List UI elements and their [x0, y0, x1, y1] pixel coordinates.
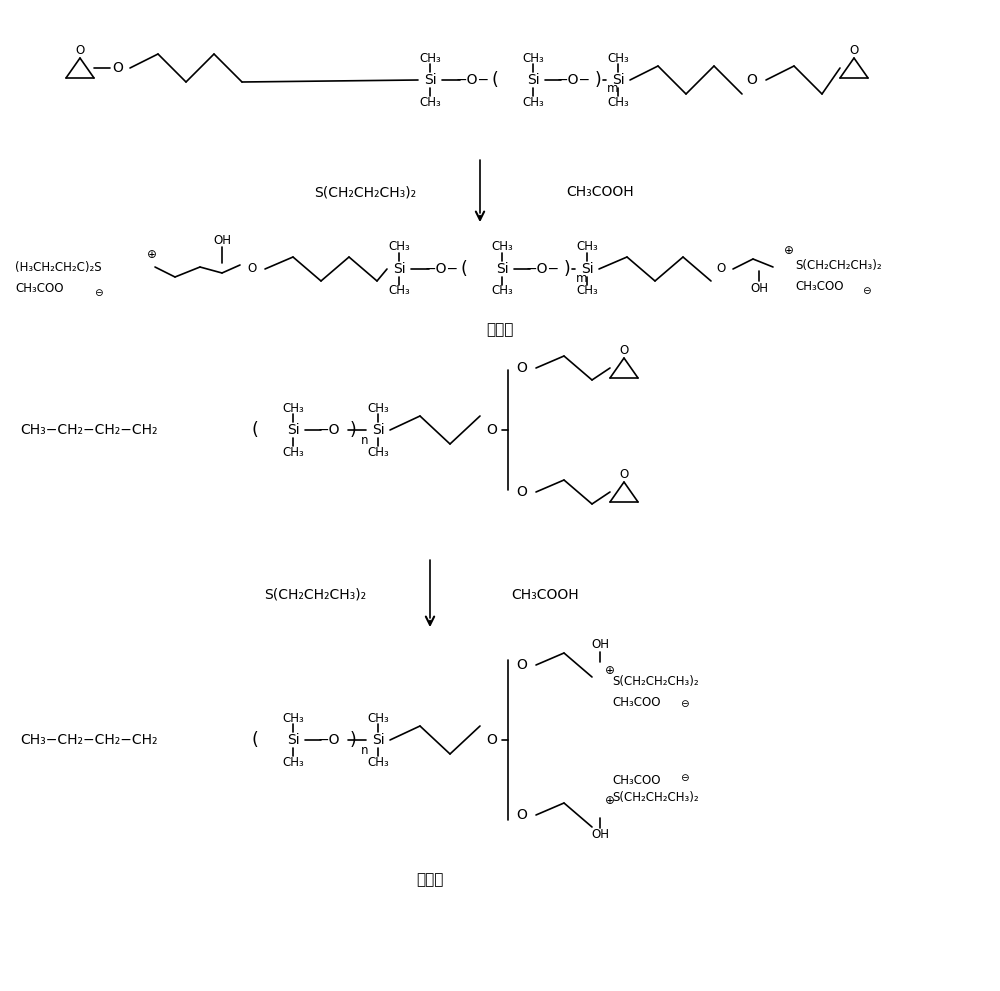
Text: O: O [619, 468, 629, 481]
Text: OH: OH [750, 282, 768, 295]
Text: CH₃COO: CH₃COO [612, 696, 660, 709]
Text: S(CH₂CH₂CH₃)₂: S(CH₂CH₂CH₃)₂ [264, 588, 366, 602]
Text: −O−: −O− [425, 262, 459, 276]
Text: ): ) [350, 421, 356, 439]
Text: CH₃COOH: CH₃COOH [566, 185, 634, 199]
Text: CH₃: CH₃ [607, 52, 629, 64]
Text: O: O [517, 658, 527, 672]
Text: CH₃: CH₃ [367, 755, 389, 768]
Text: ⊖: ⊖ [94, 288, 102, 298]
Text: CH₃: CH₃ [388, 284, 410, 297]
Text: CH₃: CH₃ [491, 284, 513, 297]
Text: OH: OH [591, 828, 609, 841]
Text: Si: Si [527, 73, 539, 87]
Text: CH₃: CH₃ [419, 52, 441, 64]
Text: O: O [517, 361, 527, 375]
Text: O: O [113, 61, 123, 75]
Text: S(CH₂CH₂CH₃)₂: S(CH₂CH₂CH₃)₂ [795, 259, 882, 272]
Text: (: ( [252, 421, 258, 439]
Text: Si: Si [287, 733, 299, 747]
Text: −O−: −O− [526, 262, 560, 276]
Text: ⊕: ⊕ [147, 249, 157, 262]
Text: O: O [747, 73, 757, 87]
Text: CH₃: CH₃ [282, 755, 304, 768]
Text: CH₃: CH₃ [522, 95, 544, 108]
Text: n: n [361, 433, 368, 447]
Text: Si: Si [372, 733, 384, 747]
Text: CH₃: CH₃ [367, 446, 389, 459]
Text: O: O [75, 44, 85, 56]
Text: O: O [619, 344, 629, 357]
Text: Si: Si [612, 73, 624, 87]
Text: CH₃: CH₃ [367, 401, 389, 414]
Text: CH₃: CH₃ [367, 712, 389, 724]
Text: −O−: −O− [456, 73, 490, 87]
Text: S(CH₂CH₂CH₃)₂: S(CH₂CH₂CH₃)₂ [612, 676, 699, 689]
Text: CH₃COOH: CH₃COOH [511, 588, 579, 602]
Text: CH₃: CH₃ [282, 401, 304, 414]
Text: CH₃: CH₃ [491, 241, 513, 254]
Text: CH₃COO: CH₃COO [612, 774, 660, 787]
Text: CH₃: CH₃ [522, 52, 544, 64]
Text: Si: Si [287, 423, 299, 437]
Text: Si: Si [424, 73, 436, 87]
Text: ⊖: ⊖ [862, 286, 870, 296]
Text: (: ( [492, 71, 498, 89]
Text: (H₃CH₂CH₂C)₂S: (H₃CH₂CH₂C)₂S [15, 261, 102, 274]
Text: (: ( [252, 731, 258, 749]
Text: Si: Si [581, 262, 593, 276]
Text: ⊕: ⊕ [784, 245, 794, 258]
Text: Si: Si [496, 262, 508, 276]
Text: O: O [849, 44, 859, 56]
Text: −O: −O [318, 733, 340, 747]
Text: ⊕: ⊕ [605, 664, 615, 677]
Text: ⊕: ⊕ [605, 794, 615, 807]
Text: CH₃−CH₂−CH₂−CH₂: CH₃−CH₂−CH₂−CH₂ [20, 733, 158, 747]
Text: O: O [517, 485, 527, 499]
Text: CH₃: CH₃ [282, 712, 304, 724]
Text: O: O [716, 263, 726, 275]
Text: Si: Si [372, 423, 384, 437]
Text: m: m [607, 82, 618, 95]
Text: CH₃: CH₃ [282, 446, 304, 459]
Text: CH₃: CH₃ [607, 95, 629, 108]
Text: ⊖: ⊖ [680, 773, 688, 783]
Text: CH₃: CH₃ [419, 95, 441, 108]
Text: CH₃: CH₃ [576, 284, 598, 297]
Text: −O−: −O− [557, 73, 591, 87]
Text: Si: Si [393, 262, 405, 276]
Text: ): ) [350, 731, 356, 749]
Text: n: n [361, 743, 368, 756]
Text: (: ( [461, 260, 467, 278]
Text: CH₃COO: CH₃COO [15, 282, 64, 295]
Text: ⊖: ⊖ [680, 699, 688, 709]
Text: ): ) [564, 260, 570, 278]
Text: CH₃COO: CH₃COO [795, 280, 844, 293]
Text: OH: OH [213, 234, 231, 247]
Text: CH₃: CH₃ [576, 241, 598, 254]
Text: S(CH₂CH₂CH₃)₂: S(CH₂CH₂CH₃)₂ [314, 185, 416, 199]
Text: O: O [487, 733, 497, 747]
Text: 双端型: 双端型 [486, 322, 514, 338]
Text: m: m [576, 272, 588, 284]
Text: CH₃: CH₃ [388, 241, 410, 254]
Text: 单端型: 单端型 [416, 872, 444, 888]
Text: O: O [487, 423, 497, 437]
Text: O: O [247, 263, 257, 275]
Text: O: O [517, 808, 527, 822]
Text: CH₃−CH₂−CH₂−CH₂: CH₃−CH₂−CH₂−CH₂ [20, 423, 158, 437]
Text: −O: −O [318, 423, 340, 437]
Text: S(CH₂CH₂CH₃)₂: S(CH₂CH₂CH₃)₂ [612, 792, 699, 805]
Text: OH: OH [591, 638, 609, 651]
Text: ): ) [595, 71, 601, 89]
